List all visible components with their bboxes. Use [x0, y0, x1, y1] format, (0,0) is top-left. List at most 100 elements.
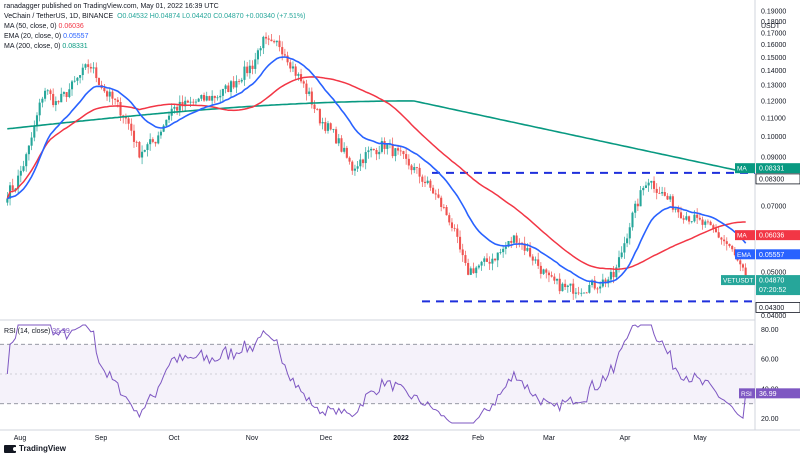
- candle[interactable]: [483, 258, 486, 262]
- candle[interactable]: [194, 101, 198, 103]
- ema20-legend[interactable]: EMA (20, close, 0) 0.05557: [4, 32, 305, 42]
- candle[interactable]: [636, 203, 639, 207]
- candle[interactable]: [458, 236, 462, 250]
- candle[interactable]: [130, 123, 133, 131]
- candle[interactable]: [11, 185, 14, 191]
- candle[interactable]: [413, 167, 416, 171]
- candle[interactable]: [105, 91, 109, 97]
- candle[interactable]: [467, 262, 470, 275]
- candle[interactable]: [604, 279, 607, 284]
- candle[interactable]: [402, 151, 405, 155]
- candle[interactable]: [712, 225, 715, 229]
- candle[interactable]: [399, 150, 402, 152]
- candle[interactable]: [723, 239, 726, 242]
- candle[interactable]: [308, 91, 311, 94]
- candle[interactable]: [661, 192, 664, 194]
- candle[interactable]: [682, 218, 685, 220]
- candle[interactable]: [240, 79, 243, 82]
- candle[interactable]: [631, 212, 634, 228]
- candle[interactable]: [440, 197, 443, 208]
- candle[interactable]: [634, 203, 637, 213]
- candle[interactable]: [410, 165, 413, 171]
- candle[interactable]: [351, 161, 354, 171]
- candle[interactable]: [407, 158, 410, 166]
- candle[interactable]: [167, 115, 171, 120]
- candle[interactable]: [219, 95, 222, 98]
- candle[interactable]: [488, 261, 491, 264]
- candle[interactable]: [200, 95, 203, 99]
- candle[interactable]: [332, 129, 335, 131]
- candle[interactable]: [456, 228, 459, 237]
- candle[interactable]: [337, 138, 340, 144]
- candle[interactable]: [361, 159, 365, 164]
- candle[interactable]: [580, 292, 583, 294]
- candle[interactable]: [33, 125, 36, 138]
- rsi-line[interactable]: [6, 324, 747, 424]
- candle[interactable]: [273, 41, 276, 43]
- candle[interactable]: [275, 40, 278, 43]
- candle[interactable]: [658, 192, 661, 194]
- candle[interactable]: [186, 100, 189, 103]
- candle[interactable]: [496, 252, 499, 261]
- candle[interactable]: [286, 55, 289, 63]
- candle[interactable]: [647, 182, 650, 186]
- candle[interactable]: [485, 258, 489, 262]
- candle[interactable]: [607, 279, 610, 284]
- candle[interactable]: [157, 135, 160, 144]
- candle[interactable]: [178, 101, 181, 111]
- candle[interactable]: [79, 75, 82, 78]
- candle[interactable]: [267, 38, 270, 40]
- candle[interactable]: [329, 123, 332, 130]
- candle[interactable]: [655, 188, 658, 193]
- candle[interactable]: [108, 91, 111, 97]
- candle[interactable]: [378, 151, 381, 155]
- candle[interactable]: [283, 54, 286, 56]
- candle[interactable]: [380, 141, 383, 152]
- candle[interactable]: [394, 148, 397, 157]
- candle[interactable]: [321, 122, 324, 124]
- candle[interactable]: [437, 194, 440, 198]
- candle[interactable]: [184, 100, 187, 107]
- candle[interactable]: [270, 39, 273, 42]
- candle[interactable]: [151, 139, 154, 142]
- candle[interactable]: [103, 87, 106, 92]
- candle[interactable]: [386, 144, 389, 149]
- candle[interactable]: [677, 208, 680, 213]
- candle[interactable]: [348, 157, 351, 162]
- candle[interactable]: [95, 67, 98, 79]
- candle[interactable]: [119, 101, 122, 116]
- candle[interactable]: [189, 101, 192, 103]
- candle[interactable]: [76, 77, 79, 81]
- candle[interactable]: [442, 207, 445, 208]
- candle[interactable]: [27, 145, 30, 155]
- tradingview-logo[interactable]: TradingView: [4, 444, 66, 453]
- candle[interactable]: [132, 130, 136, 142]
- candle[interactable]: [663, 192, 666, 196]
- candle[interactable]: [246, 66, 249, 74]
- candle[interactable]: [555, 278, 559, 281]
- candle[interactable]: [173, 106, 176, 109]
- candle[interactable]: [44, 90, 47, 99]
- candle[interactable]: [741, 264, 745, 268]
- candle[interactable]: [469, 268, 472, 275]
- candle[interactable]: [690, 221, 693, 223]
- candle[interactable]: [192, 101, 195, 103]
- candle[interactable]: [281, 47, 284, 55]
- candle[interactable]: [537, 259, 540, 266]
- candle[interactable]: [213, 95, 216, 98]
- candle[interactable]: [238, 81, 241, 82]
- candle[interactable]: [35, 115, 39, 126]
- candle[interactable]: [340, 138, 343, 152]
- candle[interactable]: [491, 258, 494, 264]
- candle[interactable]: [561, 283, 564, 292]
- candle[interactable]: [585, 292, 588, 294]
- candle[interactable]: [259, 48, 262, 51]
- candle[interactable]: [679, 212, 683, 219]
- candle[interactable]: [558, 278, 561, 292]
- candle[interactable]: [582, 292, 586, 294]
- candle[interactable]: [17, 175, 20, 189]
- candle[interactable]: [326, 123, 330, 131]
- candle[interactable]: [52, 93, 55, 106]
- candle[interactable]: [518, 242, 521, 244]
